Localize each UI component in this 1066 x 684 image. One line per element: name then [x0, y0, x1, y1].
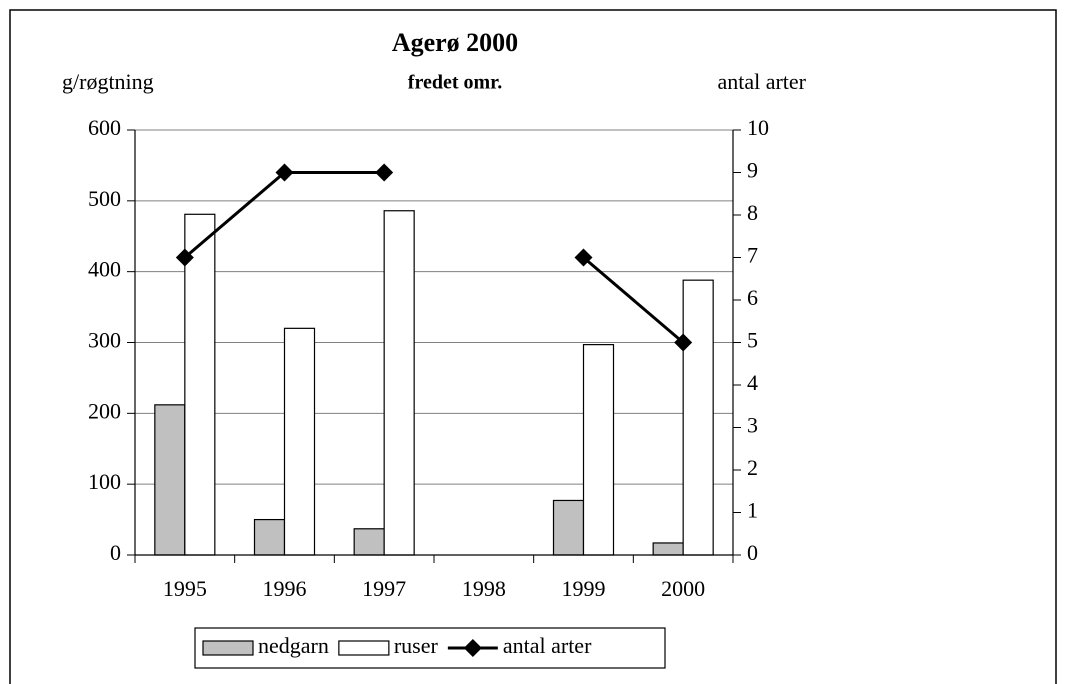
chart-subtitle: fredet omr. [408, 72, 502, 94]
marker [375, 163, 394, 182]
bar [184, 213, 216, 556]
y2-tick-label: 7 [747, 243, 758, 268]
y2-tick-label: 5 [747, 328, 758, 353]
x-tick-label: 1999 [562, 576, 606, 601]
frame [9, 9, 1057, 684]
y2-tick-label: 2 [747, 455, 758, 480]
legend-box [194, 627, 666, 669]
y2-tick-label: 10 [747, 115, 769, 140]
legend-label: ruser [394, 633, 439, 658]
bar [582, 344, 615, 556]
y2-tick-label: 0 [747, 540, 758, 565]
bar [353, 528, 385, 556]
x-tick-label: 1996 [263, 576, 307, 601]
chart-title: Agerø 2000 [392, 28, 518, 57]
y-tick-label: 100 [88, 469, 121, 494]
bar [283, 327, 316, 556]
bar [682, 279, 714, 556]
y-tick-label: 0 [110, 540, 121, 565]
y2-axis-label: antal arter [717, 69, 806, 94]
legend-swatch [338, 640, 390, 656]
y-tick-label: 600 [88, 115, 121, 140]
y2-tick-label: 6 [747, 285, 758, 310]
x-tick-label: 1998 [462, 576, 506, 601]
bar [652, 542, 684, 556]
marker [674, 333, 693, 352]
y2-tick-label: 9 [747, 158, 758, 183]
legend-label: antal arter [503, 633, 592, 658]
marker [574, 248, 593, 267]
y2-tick-label: 4 [747, 370, 758, 395]
bar [383, 210, 415, 556]
y-tick-label: 400 [88, 257, 121, 282]
line [183, 171, 685, 344]
legend-label: nedgarn [258, 633, 329, 658]
x-tick-label: 1995 [163, 576, 207, 601]
legend-swatch [202, 640, 254, 656]
y-tick-label: 500 [88, 186, 121, 211]
marker [275, 163, 294, 182]
y2-tick-label: 8 [747, 200, 758, 225]
legend-swatch [463, 639, 482, 657]
marker [175, 248, 194, 267]
bar [253, 518, 286, 556]
y-tick-label: 300 [88, 328, 121, 353]
bar [552, 499, 585, 556]
y-axis-label: g/røgtning [62, 69, 154, 94]
x-tick-label: 1997 [362, 576, 406, 601]
y2-tick-label: 3 [747, 413, 758, 438]
y2-tick-label: 1 [747, 498, 758, 523]
x-tick-label: 2000 [661, 576, 705, 601]
y-tick-label: 200 [88, 398, 121, 423]
bar [154, 404, 186, 556]
